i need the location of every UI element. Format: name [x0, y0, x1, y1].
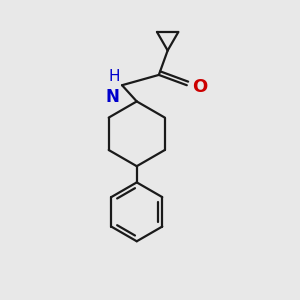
Text: O: O [192, 78, 207, 96]
Text: N: N [106, 88, 120, 106]
Text: H: H [108, 69, 120, 84]
